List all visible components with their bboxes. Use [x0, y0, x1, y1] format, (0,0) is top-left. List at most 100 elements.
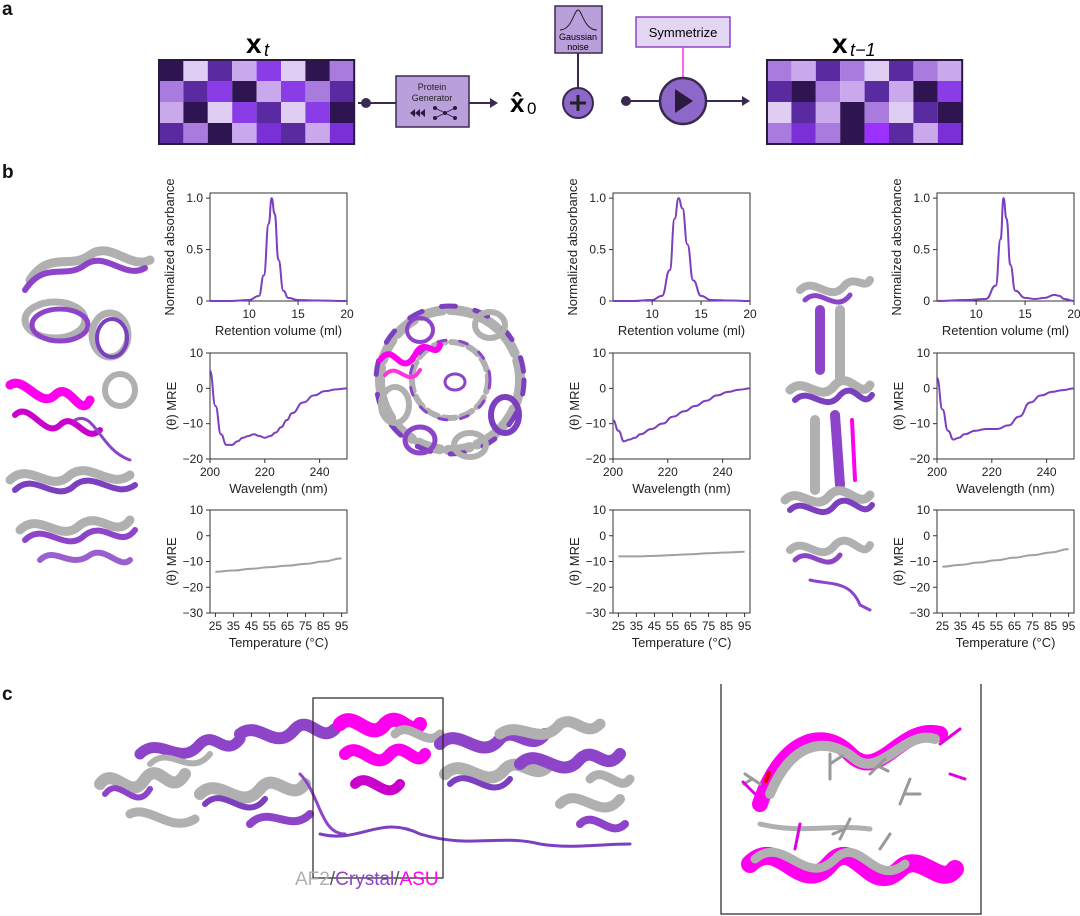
- x-tick-label: 220: [982, 465, 1002, 479]
- grid-border: [158, 59, 356, 145]
- y-tick-label: 10: [190, 503, 204, 517]
- grid-cell: [329, 60, 355, 81]
- grid-cell: [864, 81, 889, 102]
- grid-cell: [256, 102, 281, 123]
- grid-cell: [791, 60, 816, 81]
- grid-cell: [815, 81, 841, 102]
- grid-cell: [815, 102, 841, 123]
- grid-cell: [329, 81, 355, 102]
- legend: AF2/Crystal/ASU: [295, 869, 439, 890]
- legend-crystal: Crystal: [335, 869, 394, 890]
- grid-cell: [864, 123, 889, 144]
- series-line: [215, 557, 342, 573]
- y-tick-label: 0.5: [913, 243, 930, 257]
- grid-cell: [281, 102, 306, 123]
- y-tick-label: 1.0: [186, 191, 203, 205]
- y-axis-label: Normalized absorbance: [565, 178, 580, 315]
- x-tick-label: 15: [291, 307, 305, 321]
- series-line: [612, 387, 751, 443]
- y-tick-label: 0: [599, 381, 606, 395]
- x-tick-label: 65: [684, 619, 698, 633]
- x-tick-label: 75: [1026, 619, 1040, 633]
- y-tick-label: −30: [910, 606, 931, 620]
- grid-cell: [767, 123, 792, 144]
- grid-cell: [767, 81, 792, 102]
- grid-cell: [232, 60, 257, 81]
- grid-cell: [913, 81, 938, 102]
- y-axis-label: (θ) MRE: [164, 537, 179, 586]
- grid-cell: [183, 60, 208, 81]
- legend-sep-2: /: [394, 869, 400, 890]
- panel-letter-a: a: [2, 0, 13, 20]
- x-tick-label: 75: [299, 619, 313, 633]
- y-tick-label: 10: [917, 503, 931, 517]
- y-axis-label: (θ) MRE: [891, 381, 906, 430]
- x0-label: x̂: [510, 88, 525, 118]
- grid-cell: [159, 123, 184, 144]
- x-axis-label: Temperature (°C): [229, 635, 329, 650]
- grid-cell: [864, 60, 889, 81]
- x-tick-label: 10: [969, 307, 983, 321]
- x-axis-label: Wavelength (nm): [229, 481, 328, 496]
- panel-letter-c: c: [2, 684, 13, 705]
- series-line: [942, 548, 1069, 568]
- x-tick-label: 25: [612, 619, 626, 633]
- grid-cell: [305, 60, 330, 81]
- plus-icon: [570, 95, 586, 111]
- grid-cell: [256, 123, 281, 144]
- grid-cell: [791, 123, 816, 144]
- y-tick-label: −30: [586, 606, 607, 620]
- xt-label: x: [246, 28, 262, 59]
- grid-cell: [183, 123, 208, 144]
- grid-cell: [159, 102, 184, 123]
- y-tick-label: −20: [586, 580, 607, 594]
- x-tick-label: 95: [738, 619, 752, 633]
- xt-grid: [158, 59, 356, 145]
- x-tick-label: 55: [990, 619, 1004, 633]
- x-tick-label: 85: [720, 619, 734, 633]
- x-tick-label: 240: [713, 465, 733, 479]
- series-line: [618, 550, 745, 558]
- grid-cell: [207, 102, 233, 123]
- grid-cell: [207, 81, 233, 102]
- protein-chain-structure: [94, 712, 635, 848]
- chart-frame: [936, 509, 1075, 614]
- chevrons-icon: [410, 109, 425, 117]
- grid-cell: [159, 81, 184, 102]
- y-axis-label: (θ) MRE: [567, 537, 582, 586]
- series-line: [209, 369, 348, 446]
- y-tick-label: −20: [183, 580, 204, 594]
- grid-cell: [889, 81, 914, 102]
- x-tick-label: 95: [1062, 619, 1076, 633]
- grid-border: [766, 59, 964, 145]
- x-tick-label: 20: [340, 307, 354, 321]
- grid-cell: [864, 102, 889, 123]
- x-tick-label: 35: [954, 619, 968, 633]
- y-tick-label: 0: [196, 294, 203, 308]
- xt1-grid: [766, 59, 964, 145]
- grid-cell: [281, 123, 306, 144]
- grid-cell: [159, 60, 184, 81]
- grid-cell: [767, 102, 792, 123]
- grid-cell: [305, 102, 330, 123]
- x-tick-label: 85: [1044, 619, 1058, 633]
- xt1-subscript: t−1: [850, 40, 876, 60]
- y-tick-label: −20: [910, 580, 931, 594]
- noise-label-1: Gaussian: [559, 32, 597, 42]
- arrowhead-icon-2: [742, 96, 750, 106]
- y-tick-label: 1.0: [589, 191, 606, 205]
- x0-subscript: 0: [527, 99, 536, 118]
- grid-cell: [232, 123, 257, 144]
- y-tick-label: −10: [183, 555, 204, 569]
- y-axis-label: Normalized absorbance: [162, 178, 177, 315]
- grid-cell: [791, 102, 816, 123]
- protein-structure-3: [780, 276, 875, 612]
- x-tick-label: 75: [702, 619, 716, 633]
- x-tick-label: 200: [927, 465, 947, 479]
- x-tick-label: 45: [972, 619, 986, 633]
- grid-cell: [256, 81, 281, 102]
- grid-cell: [791, 81, 816, 102]
- x-tick-label: 55: [666, 619, 680, 633]
